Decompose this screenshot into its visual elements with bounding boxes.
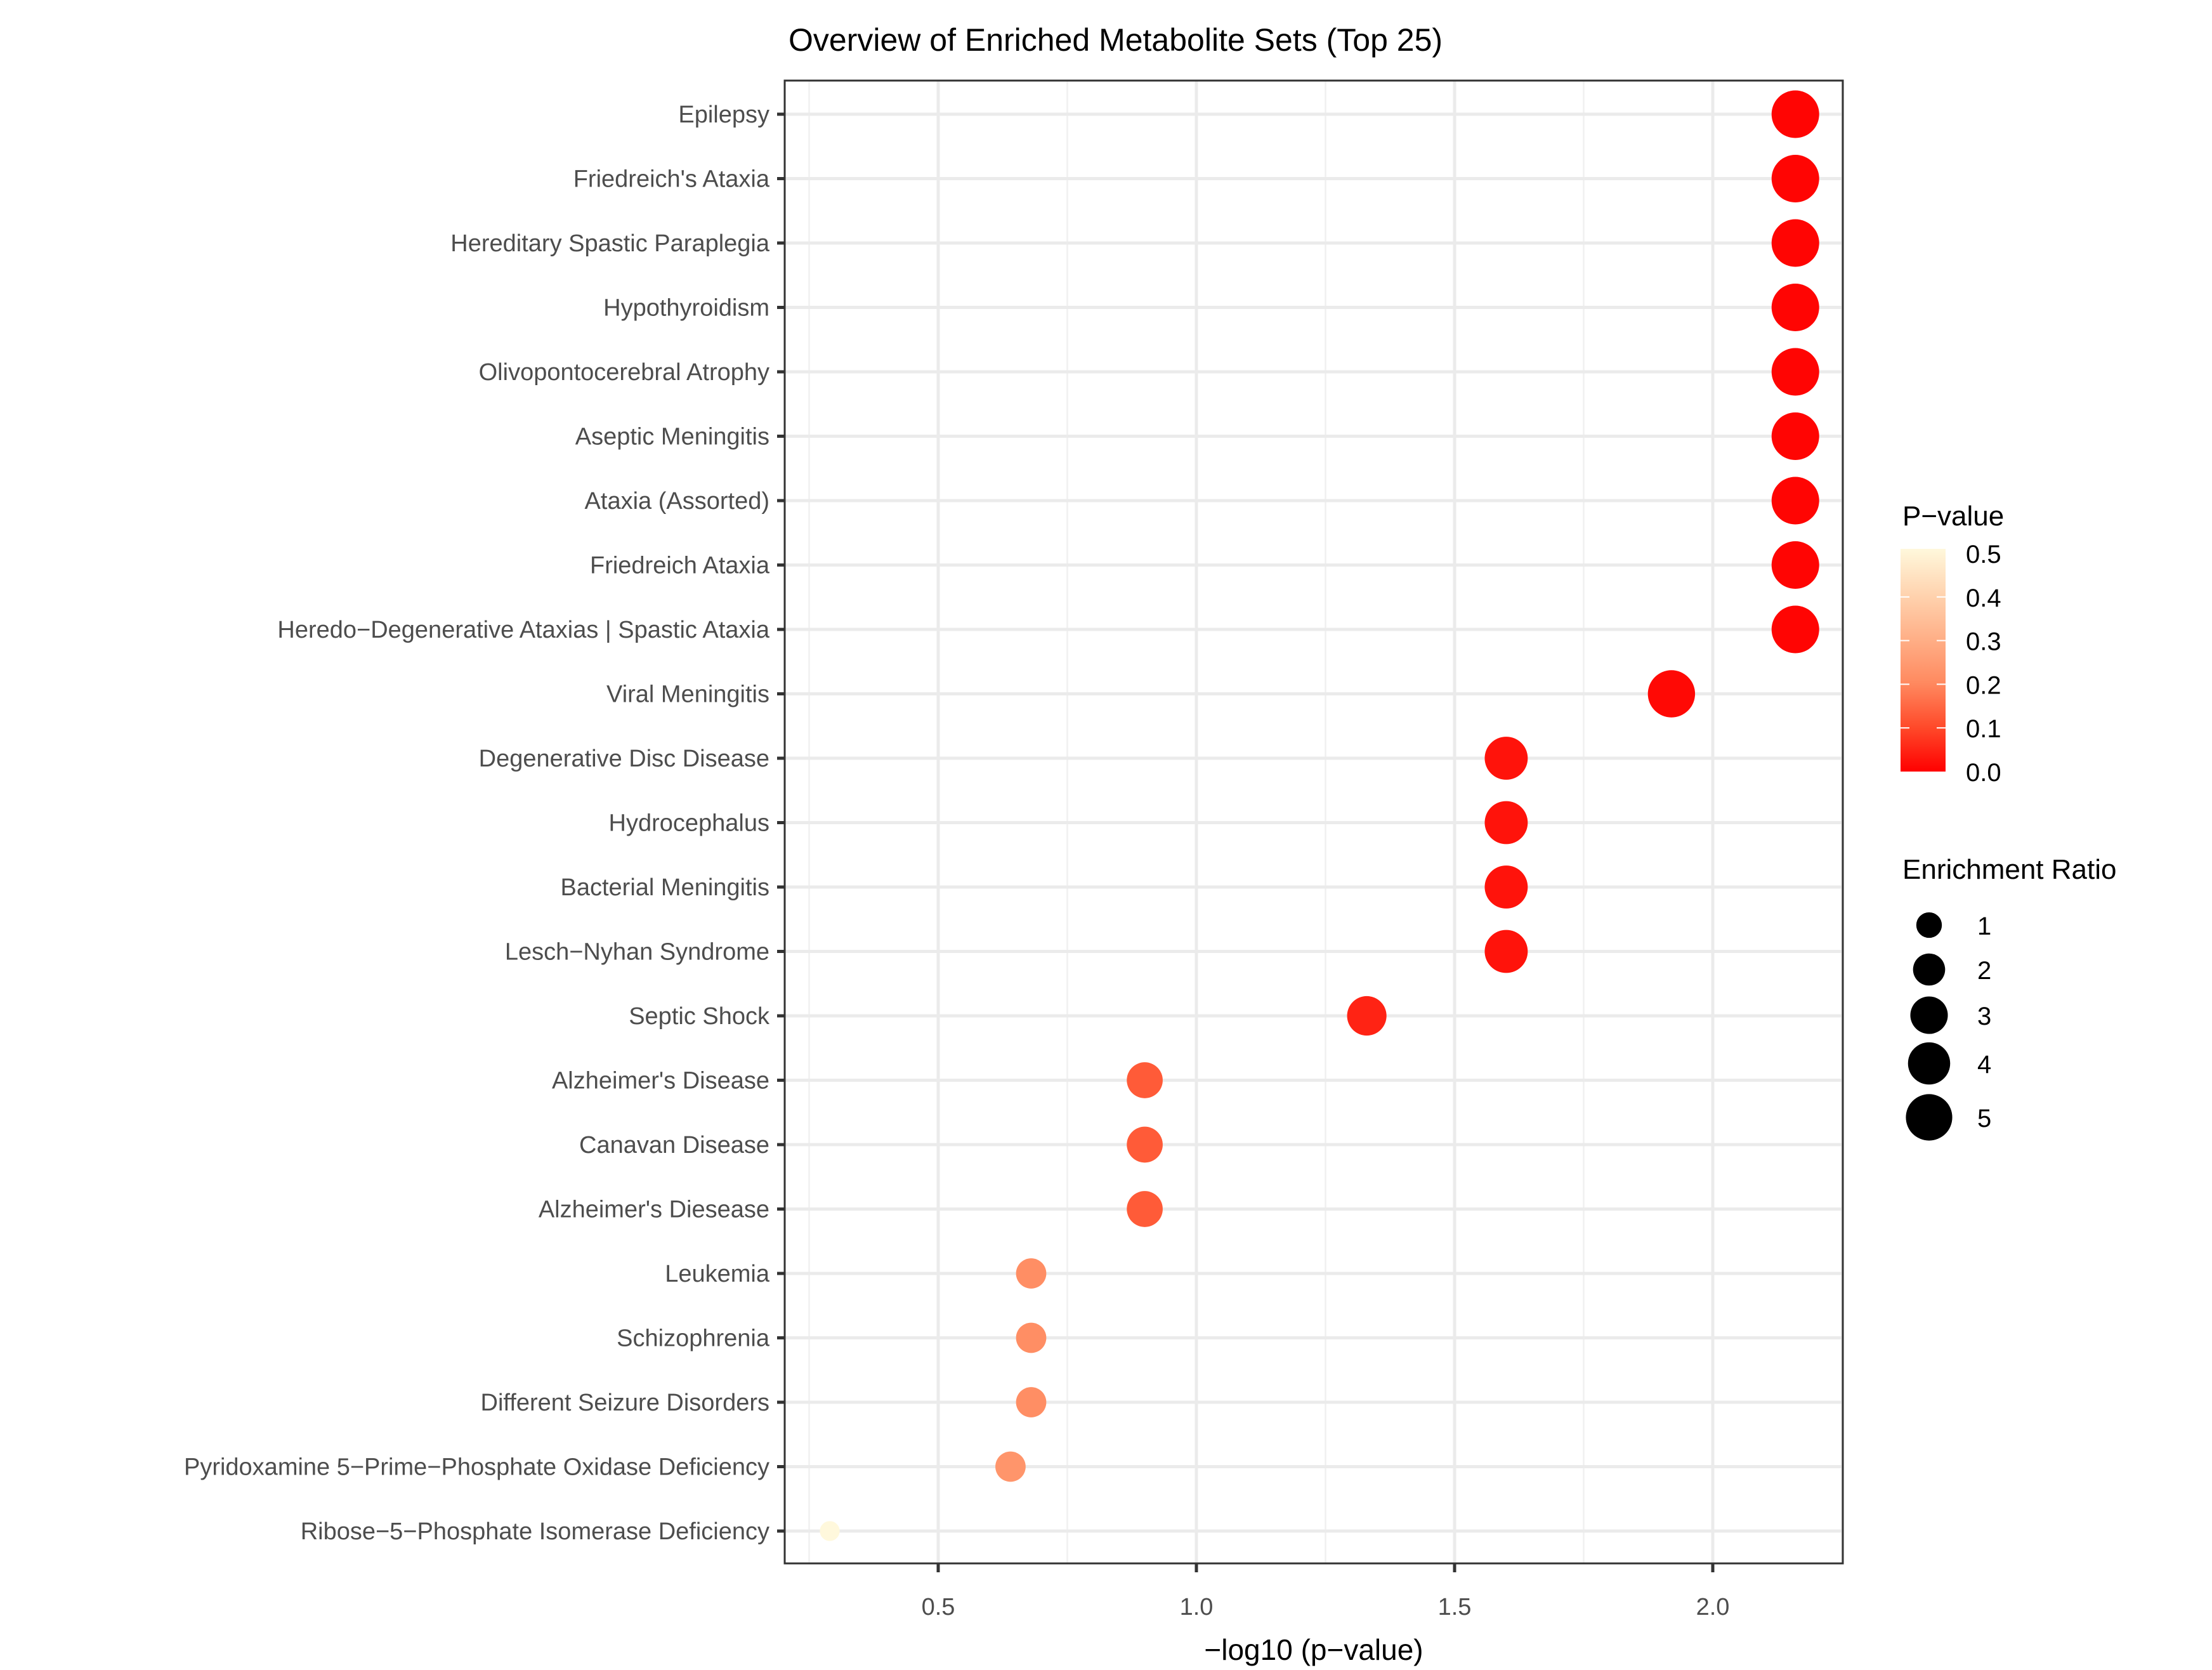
size-legend-title: Enrichment Ratio	[1902, 854, 2116, 885]
data-point	[1016, 1387, 1047, 1417]
points	[820, 90, 1819, 1541]
y-tick-label: Canavan Disease	[579, 1132, 769, 1159]
data-point	[1771, 605, 1819, 654]
color-legend-title: P−value	[1902, 501, 2004, 532]
y-tick-label: Hereditary Spastic Paraplegia	[450, 230, 770, 257]
y-tick-label: Degenerative Disc Disease	[479, 746, 769, 772]
x-tick-label: 2.0	[1696, 1594, 1730, 1621]
data-point	[1016, 1322, 1047, 1353]
y-tick-label: Pyridoxamine 5−Prime−Phosphate Oxidase D…	[184, 1454, 769, 1481]
y-tick-label: Septic Shock	[629, 1003, 770, 1030]
x-axis-title: −log10 (p−value)	[1204, 1633, 1423, 1666]
size-legend-key	[1906, 1094, 1953, 1141]
y-tick-label: Alzheimer's Diesease	[539, 1197, 769, 1223]
y-tick-label: Viral Meningitis	[606, 681, 769, 708]
y-tick-label: Lesch−Nyhan Syndrome	[505, 939, 769, 966]
color-legend-label: 0.1	[1966, 715, 2001, 743]
grid	[785, 81, 1843, 1563]
data-point	[1771, 541, 1819, 589]
size-legend: Enrichment Ratio 1 2 3 4 5	[1902, 854, 2116, 1141]
color-legend-label: 0.4	[1966, 584, 2001, 612]
size-legend-key	[1913, 953, 1946, 986]
y-tick-label: Alzheimer's Disease	[552, 1068, 769, 1095]
data-point	[1771, 412, 1819, 461]
y-tick-label: Hypothyroidism	[603, 295, 769, 322]
data-point	[1484, 737, 1528, 780]
y-tick-label: Aseptic Meningitis	[575, 424, 769, 450]
size-legend-key	[1916, 912, 1942, 938]
color-legend-label: 0.3	[1966, 628, 2001, 656]
data-point	[995, 1451, 1026, 1482]
data-point	[1127, 1062, 1163, 1098]
data-point	[1484, 865, 1528, 909]
size-legend-label: 1	[1977, 912, 1991, 940]
x-tick-label: 1.5	[1438, 1594, 1472, 1621]
y-tick-label: Bacterial Meningitis	[561, 874, 769, 901]
data-point	[1771, 477, 1819, 525]
color-legend-label: 0.2	[1966, 671, 2001, 699]
color-legend: P−value 0.5 0.4 0.3 0.2 0.1 0.0	[1901, 501, 2004, 787]
y-tick-label: Heredo−Degenerative Ataxias | Spastic At…	[277, 617, 769, 643]
size-legend-label: 4	[1977, 1051, 1991, 1079]
data-point	[1647, 670, 1696, 718]
y-tick-label: Ataxia (Assorted)	[585, 488, 769, 515]
x-tick-label: 1.0	[1180, 1594, 1214, 1621]
data-point	[1127, 1191, 1163, 1227]
y-tick-label: Different Seizure Disorders	[481, 1390, 769, 1416]
y-tick-label: Epilepsy	[678, 102, 769, 128]
color-bar	[1901, 549, 1946, 772]
data-point	[1127, 1126, 1163, 1163]
color-legend-label: 0.0	[1966, 759, 2001, 787]
size-legend-label: 2	[1977, 957, 1991, 985]
data-point	[1771, 90, 1819, 138]
x-axis: 0.5 1.0 1.5 2.0	[922, 1563, 1730, 1621]
data-point	[1484, 930, 1528, 973]
y-tick-label: Leukemia	[665, 1261, 770, 1287]
data-point	[1347, 996, 1387, 1036]
data-point	[1771, 154, 1819, 203]
size-legend-label: 5	[1977, 1105, 1991, 1133]
y-tick-label: Olivopontocerebral Atrophy	[479, 359, 769, 386]
data-point	[1771, 283, 1819, 332]
x-tick-label: 0.5	[922, 1594, 955, 1621]
y-tick-label: Friedreich's Ataxia	[573, 166, 770, 193]
y-tick-label: Schizophrenia	[617, 1325, 770, 1352]
data-point	[1484, 801, 1528, 845]
y-axis: Epilepsy Friedreich's Ataxia Hereditary Sp…	[184, 102, 785, 1545]
size-legend-key	[1910, 996, 1948, 1034]
y-tick-label: Ribose−5−Phosphate Isomerase Deficiency	[301, 1518, 769, 1545]
color-legend-label: 0.5	[1966, 541, 2001, 569]
size-legend-key	[1908, 1042, 1951, 1085]
data-point	[1771, 219, 1819, 267]
y-tick-label: Friedreich Ataxia	[590, 553, 770, 579]
data-point	[820, 1521, 840, 1541]
chart-title: Overview of Enriched Metabolite Sets (To…	[789, 22, 1443, 58]
data-point	[1771, 348, 1819, 396]
data-point	[1016, 1258, 1047, 1289]
size-legend-label: 3	[1977, 1003, 1991, 1030]
y-tick-label: Hydrocephalus	[609, 810, 769, 837]
